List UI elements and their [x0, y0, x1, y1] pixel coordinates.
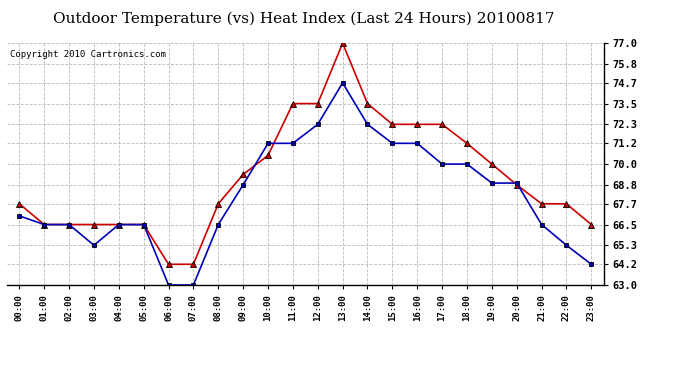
- Text: Outdoor Temperature (vs) Heat Index (Last 24 Hours) 20100817: Outdoor Temperature (vs) Heat Index (Las…: [53, 11, 554, 26]
- Text: Copyright 2010 Cartronics.com: Copyright 2010 Cartronics.com: [10, 50, 166, 59]
